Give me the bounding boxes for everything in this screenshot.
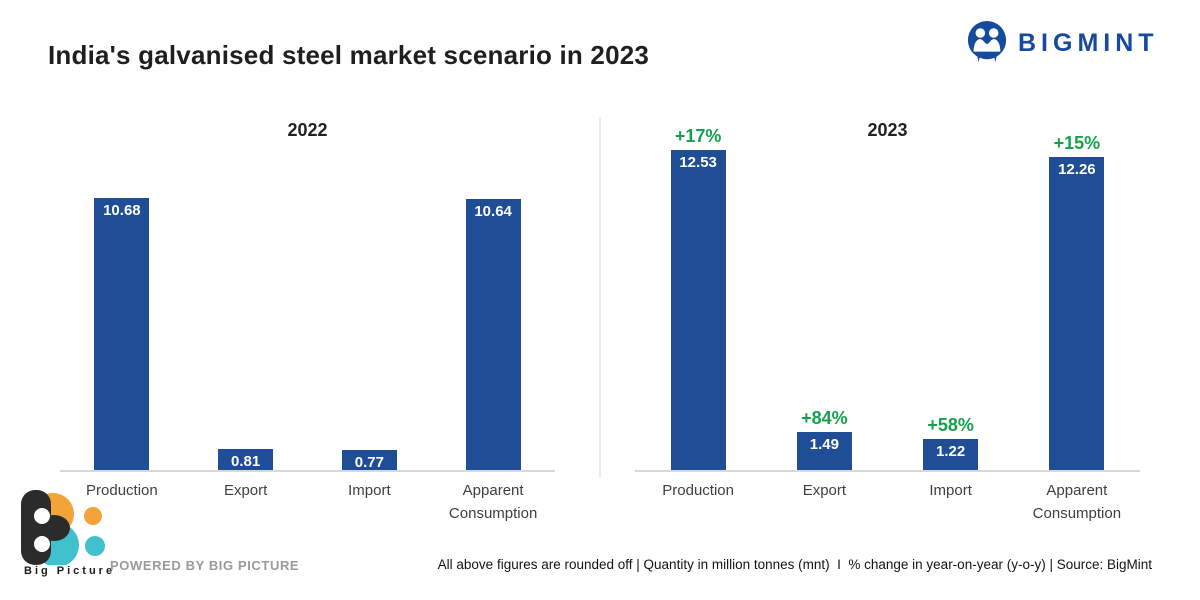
bar-group-apparent-consumption-2022: 10.64 Apparent Consumption xyxy=(431,115,555,522)
plot-area-2023: +17% 12.53 Production +84% 1.49 Export +… xyxy=(635,115,1140,522)
bar-import-2022: 0.77 xyxy=(341,450,397,471)
category-label-apparent-consumption: Apparent Consumption xyxy=(448,482,538,523)
bar-export-2023: 1.49 xyxy=(796,432,852,470)
chart-panel-2022: 2022 10.68 Production 0.81 Export 0.77 I… xyxy=(60,115,555,535)
bigmint-logo: BIGMINT xyxy=(966,20,1159,66)
bigmint-logo-text: BIGMINT xyxy=(1018,28,1159,57)
bar-value-label: 1.49 xyxy=(809,436,839,453)
chart-title-2022: 2022 xyxy=(287,120,328,140)
bar-apparent-consumption-2023: 12.26 xyxy=(1049,157,1105,470)
pct-change-label: +58% xyxy=(927,415,974,435)
chart-title-2023: 2023 xyxy=(867,120,908,140)
category-label-import: Import xyxy=(348,482,391,499)
bar-value-label: 12.53 xyxy=(679,154,717,171)
bar-group-production-2022: 10.68 Production xyxy=(60,115,184,499)
category-label-export: Export xyxy=(802,482,847,499)
bar-group-apparent-consumption-2023: +15% 12.26 Apparent Consumption xyxy=(1014,115,1140,522)
big-picture-logo-text: Big Picture xyxy=(24,565,116,577)
chart-panel-2023: 2023 +17% 12.53 Production +84% 1.49 Exp… xyxy=(635,115,1140,535)
bar-group-export-2022: 0.81 Export xyxy=(184,115,308,499)
panel-divider-line xyxy=(599,117,601,477)
bar-value-label: 12.26 xyxy=(1058,161,1096,178)
bar-value-label: 0.77 xyxy=(354,454,384,471)
plot-area-2022: 10.68 Production 0.81 Export 0.77 Import… xyxy=(60,115,555,522)
bar-value-label: 10.68 xyxy=(103,202,141,219)
bar-production-2023: 12.53 xyxy=(670,150,726,470)
category-label-production: Production xyxy=(662,482,734,499)
bar-group-import-2023: +58% 1.22 Import xyxy=(888,115,1014,499)
bar-production-2022: 10.68 xyxy=(94,198,150,470)
bigmint-people-circle-icon xyxy=(966,20,1008,66)
bar-apparent-consumption-2022: 10.64 xyxy=(465,199,521,470)
category-label-import: Import xyxy=(929,482,972,499)
page-title: India's galvanised steel market scenario… xyxy=(48,40,650,70)
bar-import-2023: 1.22 xyxy=(923,439,979,470)
bar-value-label: 1.22 xyxy=(936,443,966,460)
pct-change-label: +15% xyxy=(1053,133,1101,153)
bar-export-2022: 0.81 xyxy=(218,449,274,470)
bar-group-import-2022: 0.77 Import xyxy=(308,115,432,499)
category-label-production: Production xyxy=(86,482,158,499)
category-label-export: Export xyxy=(223,482,268,499)
bar-group-production-2023: +17% 12.53 Production xyxy=(635,115,761,499)
bar-value-label: 0.81 xyxy=(231,453,261,470)
pct-change-label: +84% xyxy=(801,408,848,428)
powered-by-label: POWERED BY BIG PICTURE xyxy=(110,558,300,573)
category-label-apparent-consumption: Apparent Consumption xyxy=(1032,482,1122,523)
chart-footnote: All above figures are rounded off | Quan… xyxy=(437,557,1152,572)
bar-value-label: 10.64 xyxy=(474,203,512,220)
bar-group-export-2023: +84% 1.49 Export xyxy=(761,115,887,499)
pct-change-label: +17% xyxy=(674,126,722,146)
big-picture-logo-icon xyxy=(18,487,138,565)
